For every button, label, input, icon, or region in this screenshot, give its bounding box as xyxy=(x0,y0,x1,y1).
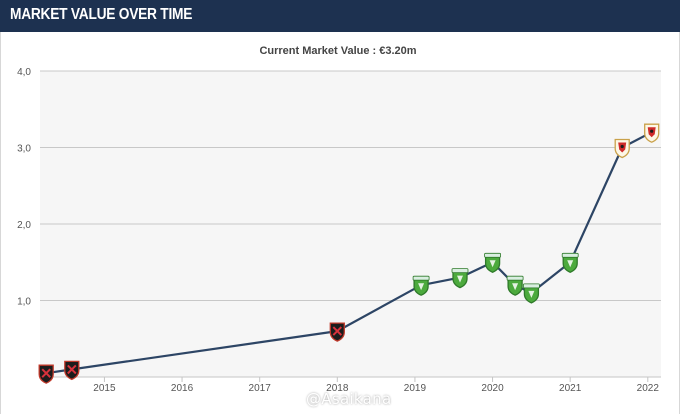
panel-border-left xyxy=(0,32,1,414)
y-tick-label: 4,0 xyxy=(17,67,31,78)
x-tick-label: 2017 xyxy=(249,383,272,394)
panel-title: MARKET VALUE OVER TIME xyxy=(10,6,193,23)
chart-title: Current Market Value : €3.20m xyxy=(259,45,416,57)
green-crest-icon[interactable] xyxy=(451,268,469,289)
green-crest-icon[interactable] xyxy=(484,252,502,274)
white-red-crest-icon[interactable] xyxy=(614,138,630,159)
y-tick-label: 2,0 xyxy=(17,220,31,231)
x-tick-label: 2020 xyxy=(481,383,504,394)
green-crest-icon[interactable] xyxy=(561,252,579,274)
dark-red-crest-icon[interactable] xyxy=(329,322,345,342)
dark-red-crest-icon[interactable] xyxy=(64,360,80,381)
x-tick-label: 2018 xyxy=(326,383,349,394)
watermark: @Asaikana xyxy=(306,390,392,408)
y-tick-label: 1,0 xyxy=(17,297,31,308)
x-tick-label: 2015 xyxy=(93,383,116,394)
green-crest-icon[interactable] xyxy=(523,283,540,304)
dark-red-crest-icon[interactable] xyxy=(38,364,54,384)
panel-header: MARKET VALUE OVER TIME xyxy=(0,0,680,32)
x-tick-label: 2016 xyxy=(171,383,194,394)
green-crest-icon[interactable] xyxy=(412,275,430,296)
x-tick-label: 2022 xyxy=(637,383,660,394)
green-crest-icon[interactable] xyxy=(506,275,524,296)
white-red-crest-icon[interactable] xyxy=(644,123,660,143)
y-tick-label: 3,0 xyxy=(17,144,31,155)
x-tick-label: 2019 xyxy=(404,383,427,394)
x-tick-label: 2021 xyxy=(559,383,582,394)
